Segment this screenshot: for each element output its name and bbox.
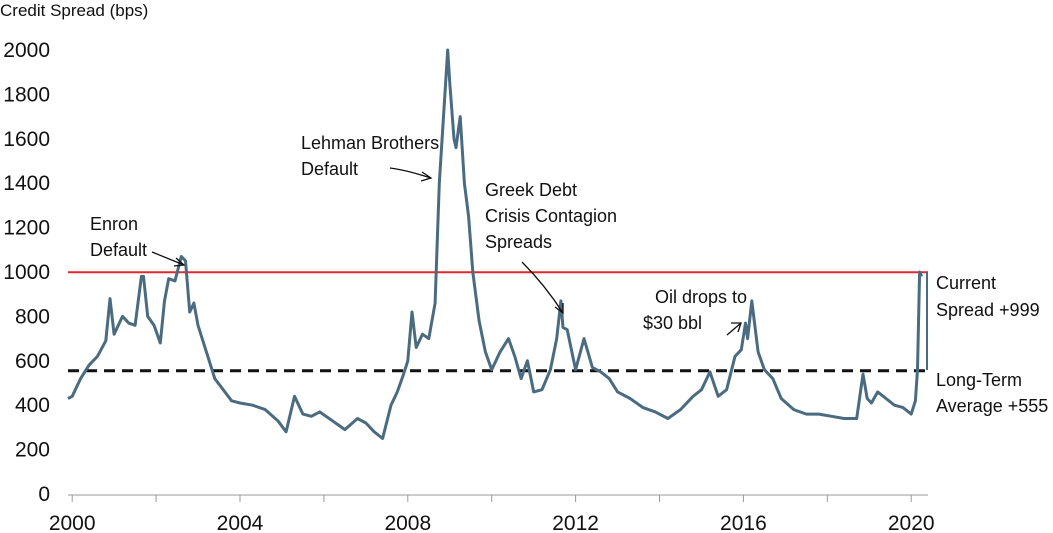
enron-annotation-line1: Enron	[90, 214, 138, 234]
enron-annotation: Enron Default	[90, 214, 186, 267]
y-tick-label: 600	[15, 350, 50, 373]
y-tick-label: 1200	[3, 217, 50, 240]
greek-arrow-head	[554, 303, 564, 315]
y-tick-label: 1400	[3, 172, 50, 195]
oil-arrow-head	[731, 322, 742, 333]
x-tick-label: 2000	[49, 512, 96, 533]
x-tick-label: 2020	[888, 512, 935, 533]
oil-annotation-line1: Oil drops to	[655, 287, 747, 307]
lehman-annotation-line1: Lehman Brothers	[301, 133, 439, 153]
greek-annotation-line2: Crisis Contagion	[485, 206, 617, 226]
x-tick-label: 2012	[552, 512, 599, 533]
enron-arrow-head	[173, 257, 186, 267]
y-tick-label: 400	[15, 394, 50, 417]
y-tick-label: 1000	[3, 261, 50, 284]
y-tick-label: 1800	[3, 83, 50, 106]
enron-arrow	[151, 251, 185, 266]
x-tick-label: 2016	[720, 512, 767, 533]
y-tick-label: 2000	[3, 39, 50, 62]
y-tick-label: 0	[38, 483, 50, 506]
lehman-annotation-line2: Default	[301, 159, 358, 179]
y-axis-ticks: 0 200 400 600 800 1000 1200 1400 1600 1800 2000	[3, 39, 50, 506]
y-axis-title: Credit Spread (bps)	[0, 1, 148, 20]
oil-arrow	[726, 322, 742, 336]
y-tick-label: 200	[15, 439, 50, 462]
lehman-annotation: Lehman Brothers Default	[301, 133, 439, 182]
y-tick-label: 1600	[3, 128, 50, 151]
long-term-average-label-line2: Average +555	[936, 396, 1048, 416]
x-axis-ticks: 2000 2004 2008 2012 2016 2020	[49, 495, 935, 533]
greek-annotation-line1: Greek Debt	[485, 180, 577, 200]
lehman-arrow-head	[420, 171, 433, 182]
lehman-arrow	[389, 167, 432, 179]
long-term-average-label-line1: Long-Term	[936, 370, 1022, 390]
current-spread-label-line1: Current	[936, 273, 996, 293]
greek-annotation: Greek Debt Crisis Contagion Spreads	[485, 180, 617, 315]
x-tick-label: 2004	[217, 512, 264, 533]
y-tick-label: 800	[15, 305, 50, 328]
enron-annotation-line2: Default	[90, 240, 147, 260]
credit-spread-series-line	[67, 48, 924, 440]
greek-annotation-line3: Spreads	[485, 232, 552, 252]
oil-annotation: Oil drops to $30 bbl	[643, 287, 747, 336]
greek-arrow	[521, 261, 564, 314]
oil-annotation-line2: $30 bbl	[643, 313, 702, 333]
current-spread-label-line2: Spread +999	[936, 300, 1040, 320]
x-tick-label: 2008	[384, 512, 431, 533]
